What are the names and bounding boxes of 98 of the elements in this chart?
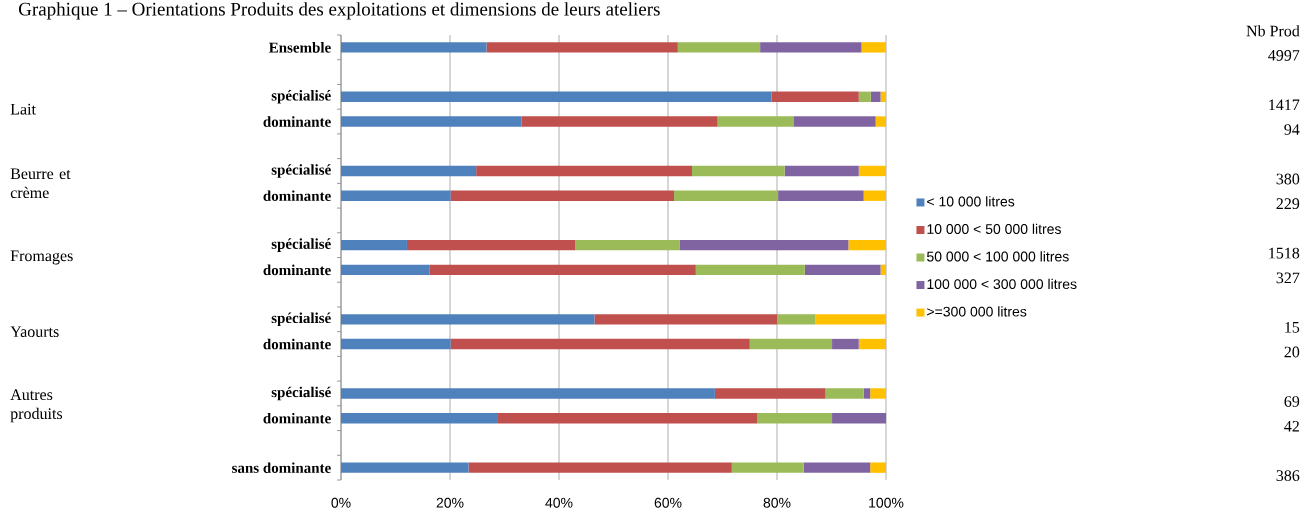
bar [450, 338, 750, 350]
bar [749, 338, 833, 350]
bar [341, 239, 407, 251]
bar [714, 388, 826, 399]
bar [341, 413, 498, 424]
text: 386 [1276, 470, 1300, 481]
bar [858, 338, 887, 350]
bar [848, 239, 887, 251]
y-tick-label: dominante [263, 412, 331, 424]
y-tick-label: dominante [263, 116, 331, 127]
bar [341, 462, 469, 473]
bar [863, 190, 887, 201]
bar [521, 116, 718, 127]
bar [341, 264, 430, 276]
y-tick-label: spécialisé [271, 312, 331, 327]
text: 229 [1276, 198, 1300, 210]
text: 1417 [1269, 99, 1300, 111]
x-tick-label: 100% [869, 497, 904, 508]
chart-title: Graphique 1 – Orientations Produits des exploitations et dimensions de leurs ateliers [18, 2, 660, 20]
legend-label: 50 000 < 100 000 litres [927, 251, 1069, 262]
bar [341, 165, 477, 177]
x-tick-label: 60% [654, 497, 682, 508]
y-tick-label: Ensemble [268, 42, 331, 53]
bar [486, 42, 678, 53]
bar [674, 190, 779, 201]
bar [858, 165, 887, 177]
bar [677, 42, 761, 53]
y-tick-label: dominante [263, 264, 331, 276]
bar [793, 116, 876, 127]
text: 69 [1284, 396, 1300, 407]
bar [760, 42, 862, 53]
y-tick-label: spécialisé [271, 386, 331, 401]
bar [804, 264, 881, 276]
text: Lait [10, 103, 36, 115]
bar [497, 413, 758, 424]
bar [468, 462, 732, 473]
bar [861, 42, 887, 53]
y-tick-label: sans dominante [232, 462, 331, 473]
bar [575, 239, 680, 251]
y-tick-label: spécialisé [271, 164, 331, 178]
bar [757, 413, 833, 424]
bar [695, 264, 805, 276]
bar [870, 388, 887, 399]
x-tick-label: 20% [436, 497, 464, 508]
text: 15 [1285, 321, 1300, 333]
bar [341, 314, 595, 325]
text: Autres produits [10, 389, 63, 423]
bar [341, 116, 522, 127]
x-tick-label: 80% [763, 497, 791, 508]
text: 42 [1284, 420, 1299, 432]
bar [429, 264, 696, 276]
bar [803, 462, 871, 473]
text: 327 [1276, 272, 1300, 284]
bar [450, 190, 674, 201]
legend-label: < 10 000 litres [927, 196, 1015, 207]
x-tick-label: 40% [545, 497, 573, 508]
bar [784, 165, 859, 177]
legend-label: 10 000 < 50 000 litres [927, 223, 1061, 234]
y-tick-label: dominante [263, 338, 331, 350]
bar [341, 42, 487, 53]
bar [594, 314, 778, 325]
bar [875, 116, 887, 127]
bar [778, 190, 864, 201]
text: 1518 [1269, 247, 1300, 259]
text: Beurre et crème [10, 168, 71, 199]
legend-label: 100 000 < 300 000 litres [927, 278, 1077, 290]
bar [717, 116, 794, 127]
bar [679, 239, 849, 251]
bar [858, 91, 871, 102]
text: Nb Prod [1246, 25, 1300, 37]
text: Fromages [10, 250, 73, 265]
x-tick-label: 0% [331, 497, 351, 508]
bar [341, 91, 772, 102]
bar [341, 388, 715, 399]
bar [406, 239, 576, 251]
text: 4997 [1268, 50, 1300, 61]
bar [832, 413, 887, 424]
bar [863, 388, 871, 399]
bar [870, 91, 881, 102]
bar [341, 338, 451, 350]
bar [815, 314, 887, 325]
bar [476, 165, 692, 177]
legend-label: >=300 000 litres [927, 306, 1027, 317]
bar [691, 165, 785, 177]
text: 380 [1276, 173, 1300, 185]
bar [832, 338, 859, 350]
y-tick-label: spécialisé [271, 238, 331, 252]
bar [341, 190, 451, 201]
y-tick-label: spécialisé [271, 90, 331, 104]
bar [777, 314, 816, 325]
bar [825, 388, 864, 399]
text: 20 [1284, 346, 1300, 358]
text: 94 [1284, 124, 1300, 135]
bar [870, 462, 887, 473]
bar [731, 462, 804, 473]
y-tick-label: dominante [263, 190, 331, 201]
text: Yaourts [10, 326, 59, 338]
bar [771, 91, 859, 102]
